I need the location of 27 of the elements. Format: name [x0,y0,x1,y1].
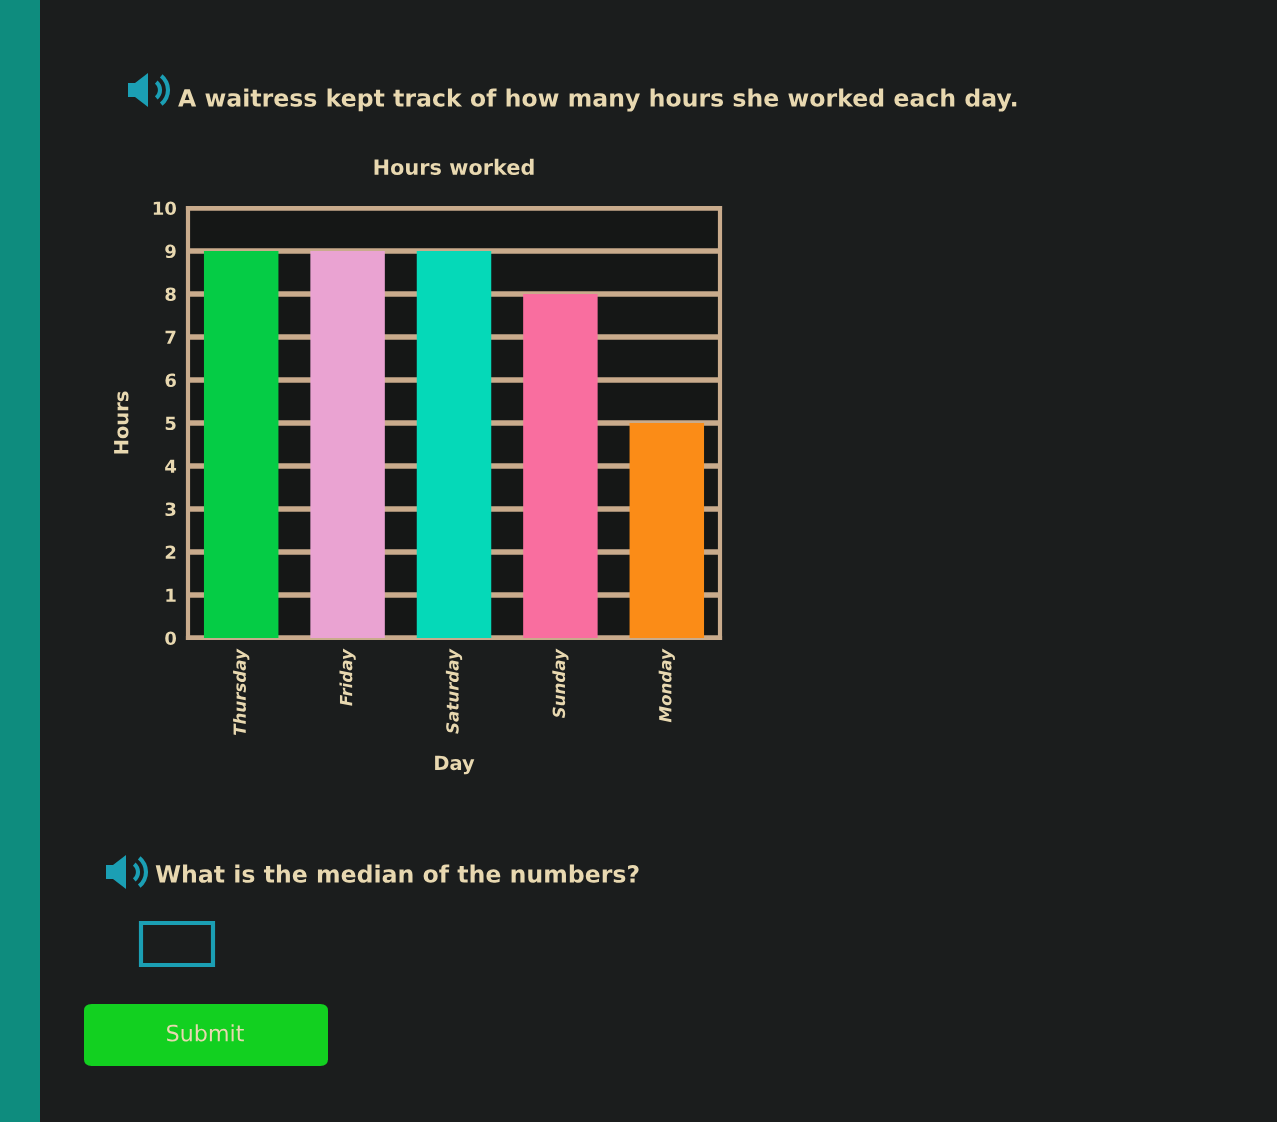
bar [523,294,598,638]
y-tick-label: 0 [165,631,177,646]
y-tick-label: 2 [165,545,176,559]
y-tick-label: 5 [165,416,176,431]
y-tick-label: 8 [165,287,176,302]
x-tick-label: Sunday [552,648,569,719]
y-tick-label: 1 [166,588,176,602]
bar [629,423,705,638]
y-tick-label: 4 [165,459,177,473]
x-tick-label: Saturday [445,648,463,734]
text: What is the median of the numbers? [155,864,639,883]
x-tick-label: Monday [658,648,675,723]
chart-title: Hours worked [374,158,534,175]
y-tick-label: 9 [165,244,176,259]
chart-subtitle: A waitress kept track of how many hours she worked each day. [178,88,1017,112]
x-tick-label: Thursday [233,648,250,736]
text: Submit [167,1024,244,1042]
y-tick-label: 6 [165,373,176,388]
bar [203,251,279,638]
bar [310,251,385,638]
y-tick-label: 10 [153,201,177,216]
bar [416,251,492,638]
y-tick-label: 7 [165,330,176,344]
x-axis-title: Day [435,755,475,775]
y-tick-label: 3 [165,502,176,517]
x-tick-label: Friday [339,648,356,706]
y-axis-title: Hours [114,391,129,454]
